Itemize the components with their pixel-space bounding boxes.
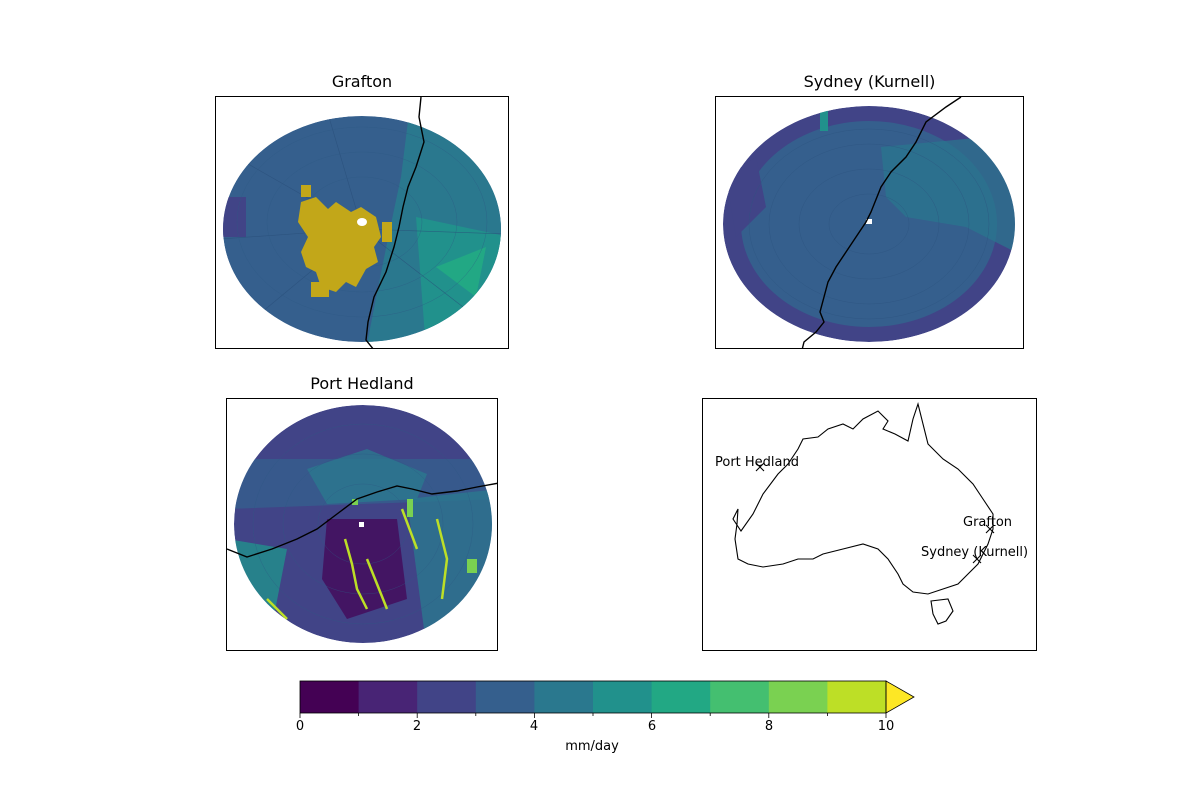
radar-map-grafton (215, 96, 509, 349)
colorbar-segment (593, 681, 653, 713)
panel-title-port-hedland: Port Hedland (310, 374, 414, 393)
colorbar-tick-label: 2 (412, 719, 422, 734)
sydney-marker (972, 554, 982, 564)
colorbar-tick-label: 0 (295, 719, 305, 734)
label-port-hedland: Port Hedland (715, 455, 799, 470)
colorbar-segment (651, 681, 711, 713)
colorbar-segment (827, 681, 887, 713)
colorbar-extend-arrow (885, 680, 915, 714)
colorbar-label: mm/day (565, 739, 619, 754)
colorbar-segment (358, 681, 418, 713)
australia-coastline (732, 402, 994, 595)
colorbar-tick-label: 10 (877, 719, 895, 734)
colorbar-segment (768, 681, 828, 713)
colorbar-segment (417, 681, 477, 713)
colorbar-segment (475, 681, 535, 713)
radar-map-sydney (715, 96, 1024, 349)
grafton-marker (985, 524, 995, 534)
colorbar-segment (300, 681, 360, 713)
colorbar-tick-label: 8 (764, 719, 774, 734)
panel-title-sydney: Sydney (Kurnell) (803, 72, 936, 91)
colorbar-tick-label: 6 (647, 719, 657, 734)
australia-overview-map: Port Hedland Grafton Sydney (Kurnell) (702, 398, 1037, 651)
label-sydney: Sydney (Kurnell) (921, 545, 1028, 560)
port-hedland-marker (755, 462, 765, 472)
colorbar-segment (534, 681, 594, 713)
radar-map-port-hedland (226, 398, 498, 651)
tasmania (930, 598, 954, 625)
label-grafton: Grafton (963, 515, 1012, 530)
panel-title-grafton: Grafton (331, 72, 393, 91)
colorbar (299, 680, 915, 718)
colorbar-segment (710, 681, 770, 713)
colorbar-tick-label: 4 (529, 719, 539, 734)
